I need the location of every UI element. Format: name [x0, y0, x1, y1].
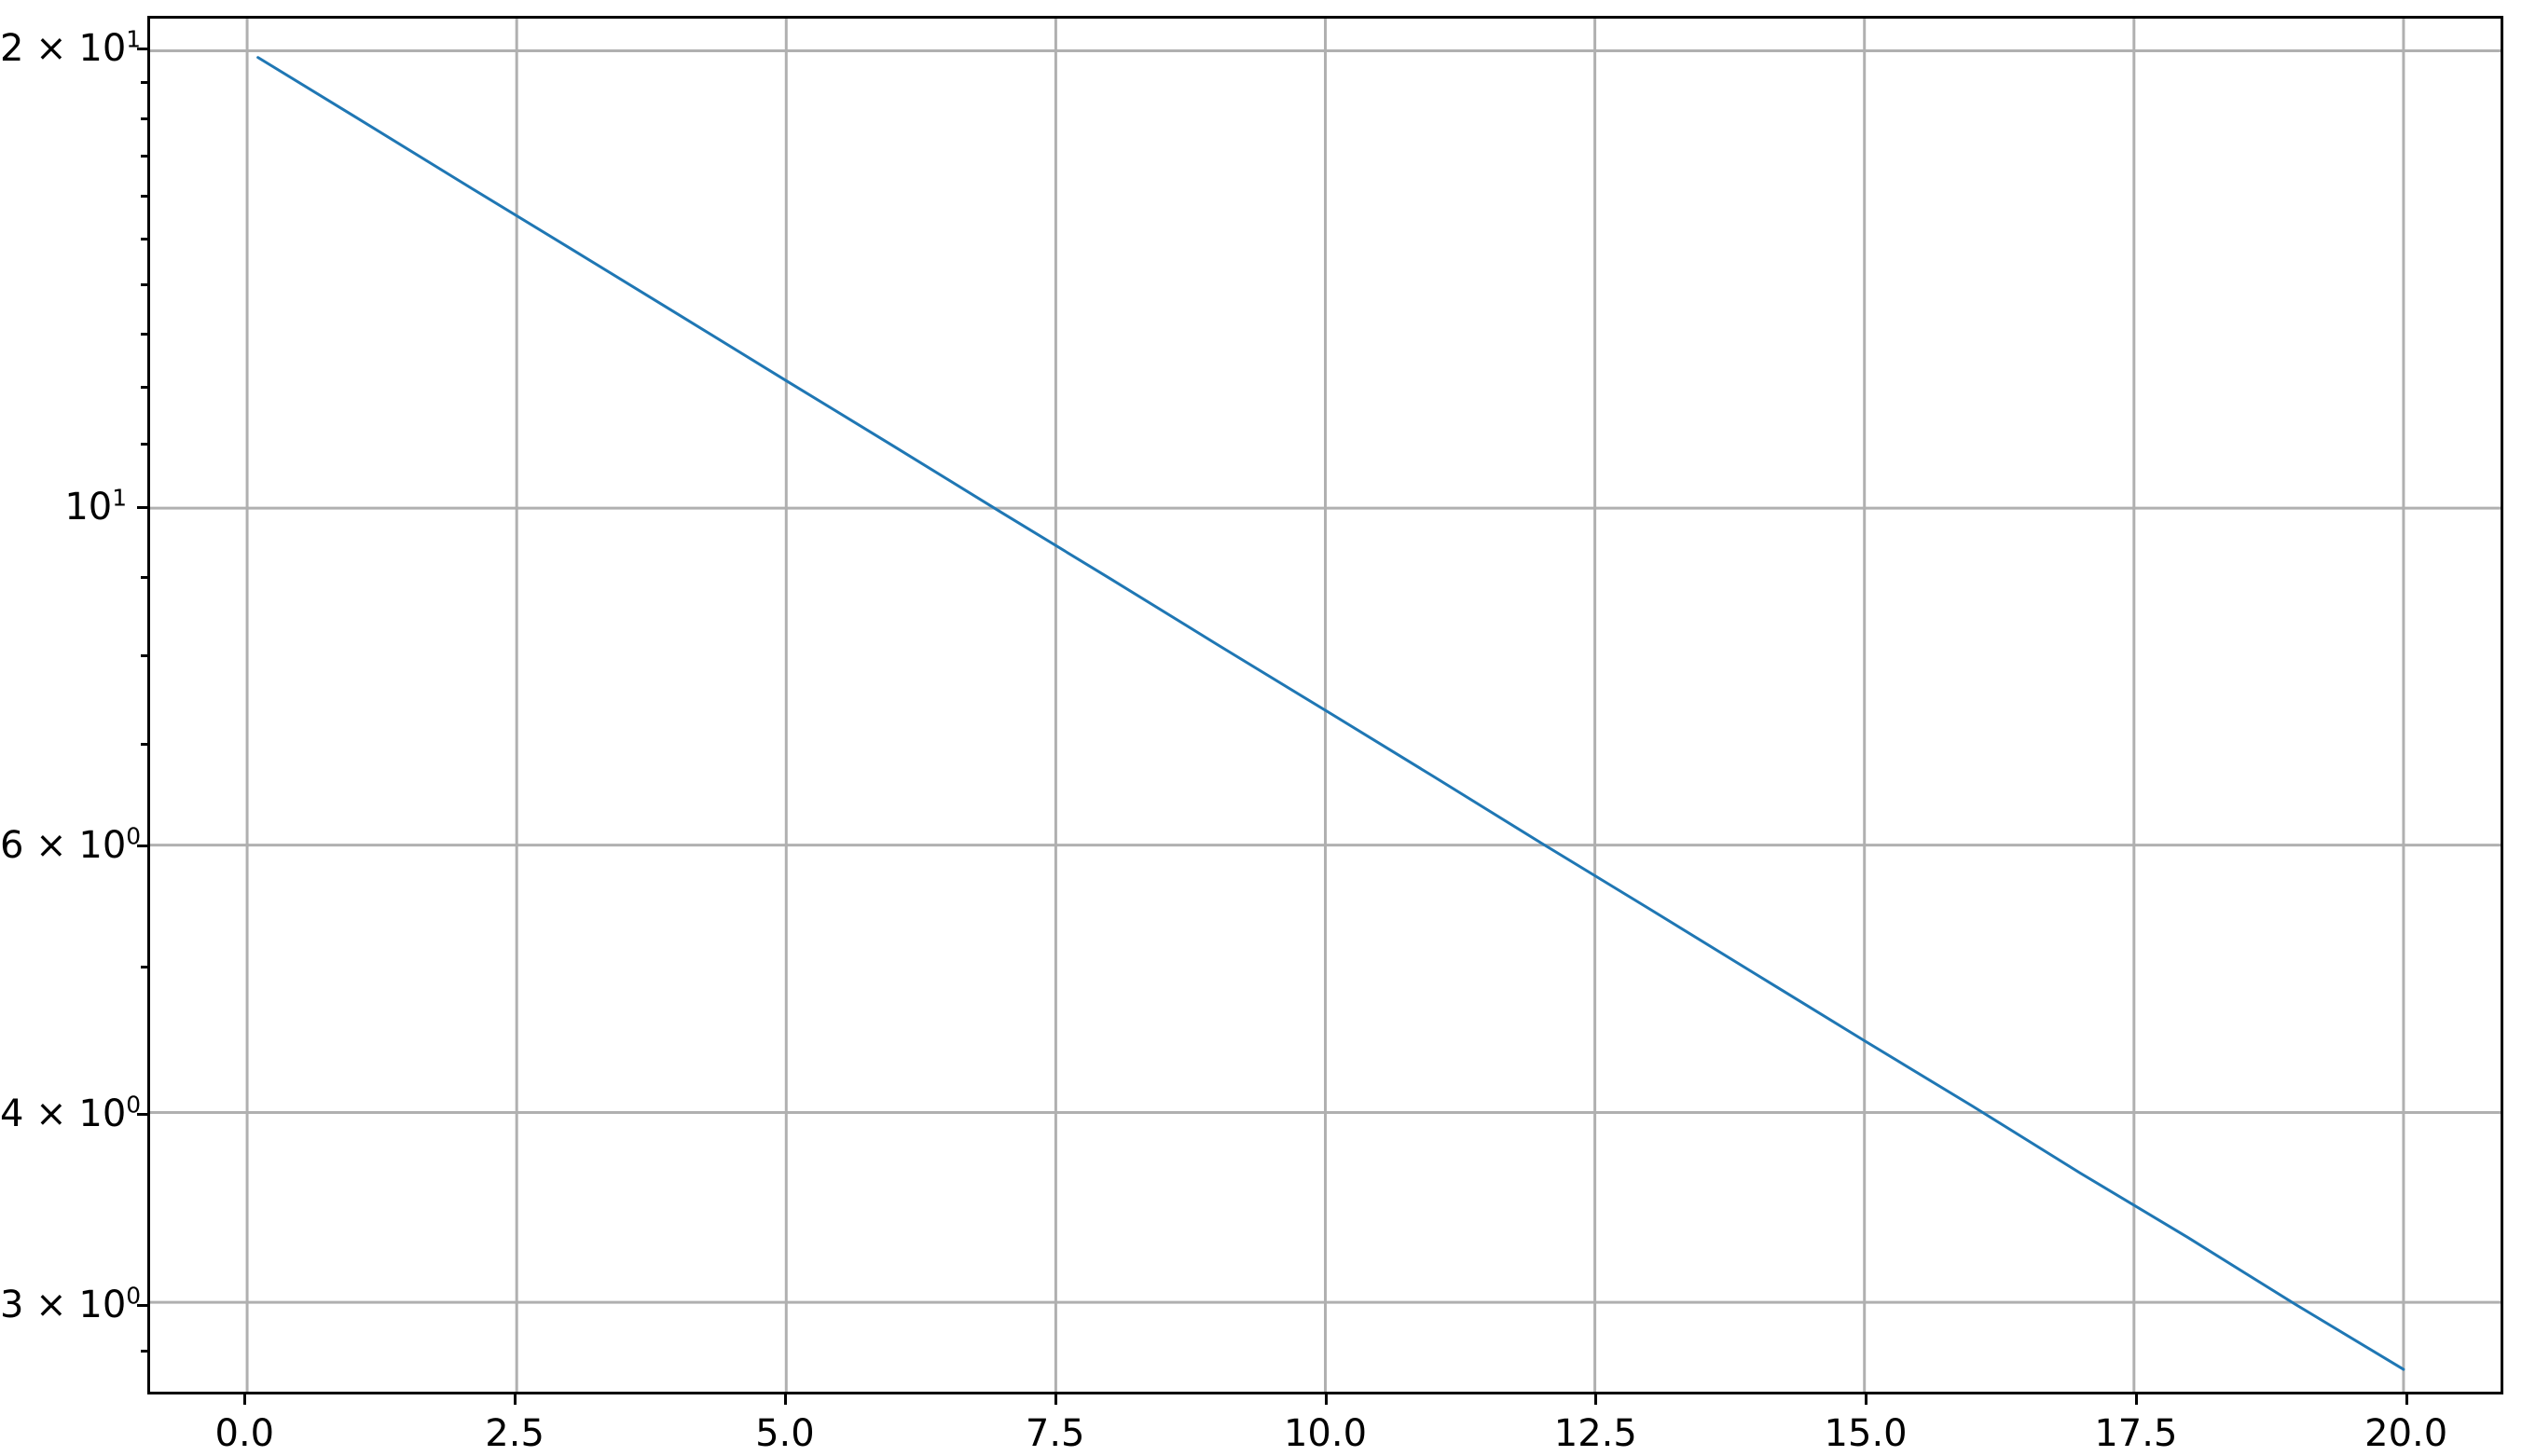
- y-tick-mark: [137, 1303, 147, 1307]
- y-minor-tick-mark: [141, 155, 147, 158]
- x-tick-label: 2.5: [485, 1412, 544, 1455]
- x-tick-label: 20.0: [2364, 1412, 2448, 1455]
- y-minor-tick-mark: [141, 965, 147, 968]
- y-minor-tick-mark: [141, 283, 147, 287]
- x-tick-mark: [1865, 1394, 1868, 1405]
- x-gridlines: [245, 19, 2405, 1392]
- x-tick-label: 5.0: [755, 1412, 815, 1455]
- y-tick-mark: [137, 47, 147, 50]
- x-tick-mark: [1594, 1394, 1598, 1405]
- x-tick-mark: [1324, 1394, 1328, 1405]
- y-tick-mark: [137, 506, 147, 510]
- y-minor-tick-mark: [141, 742, 147, 746]
- y-minor-tick-mark: [141, 653, 147, 657]
- y-minor-tick-mark: [141, 576, 147, 580]
- x-tick-mark: [514, 1394, 517, 1405]
- plot-axes-area: [147, 16, 2503, 1394]
- y-minor-tick-mark: [141, 385, 147, 389]
- y-minor-tick-mark: [141, 81, 147, 85]
- x-tick-label: 17.5: [2094, 1412, 2178, 1455]
- y-minor-tick-mark: [141, 443, 147, 446]
- plot-svg: [150, 19, 2501, 1392]
- y-tick-label: 3 × 100: [0, 1282, 142, 1326]
- y-minor-tick-mark: [141, 332, 147, 336]
- x-tick-label: 10.0: [1283, 1412, 1368, 1455]
- y-minor-tick-mark: [141, 117, 147, 120]
- y-minor-tick-mark: [141, 1349, 147, 1353]
- x-tick-label: 15.0: [1824, 1412, 1908, 1455]
- x-tick-mark: [243, 1394, 247, 1405]
- x-tick-label: 0.0: [214, 1412, 275, 1455]
- data-series-group: [258, 58, 2404, 1369]
- x-tick-mark: [783, 1394, 787, 1405]
- y-tick-mark: [137, 1113, 147, 1117]
- y-tick-label: 4 × 100: [0, 1092, 142, 1136]
- y-tick-label: 101: [64, 484, 127, 529]
- x-tick-mark: [2134, 1394, 2138, 1405]
- x-tick-mark: [2405, 1394, 2408, 1405]
- x-tick-label: 7.5: [1025, 1412, 1085, 1455]
- y-minor-tick-mark: [141, 238, 147, 241]
- x-tick-label: 12.5: [1553, 1412, 1637, 1455]
- y-tick-label: 2 × 101: [0, 25, 142, 70]
- x-tick-mark: [1054, 1394, 1057, 1405]
- y-gridlines: [150, 49, 2501, 1304]
- y-minor-tick-mark: [141, 195, 147, 199]
- y-tick-mark: [137, 845, 147, 848]
- data-line: [258, 58, 2404, 1369]
- y-tick-label: 6 × 100: [0, 822, 142, 868]
